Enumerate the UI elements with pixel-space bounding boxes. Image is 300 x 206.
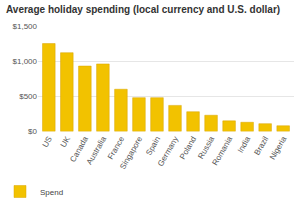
svg-text:India: India <box>236 134 253 154</box>
svg-text:Canada: Canada <box>68 134 90 163</box>
svg-text:Poland: Poland <box>178 135 198 161</box>
svg-text:Average holiday spending (loca: Average holiday spending (local currency… <box>6 4 280 15</box>
svg-text:Russia: Russia <box>196 134 216 160</box>
svg-text:Romania: Romania <box>210 134 234 167</box>
svg-text:Australia: Australia <box>85 134 109 166</box>
svg-text:Brazil: Brazil <box>253 135 271 157</box>
svg-text:$0: $0 <box>28 127 37 136</box>
svg-text:$500: $500 <box>19 92 37 101</box>
svg-text:Germany: Germany <box>156 135 180 168</box>
svg-text:US: US <box>41 135 54 149</box>
svg-text:UK: UK <box>59 134 73 149</box>
svg-text:$1,000: $1,000 <box>13 57 38 66</box>
svg-text:Singapore: Singapore <box>118 134 144 171</box>
svg-text:Nigeria: Nigeria <box>268 134 289 161</box>
svg-text:$1,500: $1,500 <box>13 22 38 31</box>
svg-text:Spend: Spend <box>40 188 63 197</box>
svg-text:Spain: Spain <box>144 135 162 157</box>
svg-text:France: France <box>106 134 127 161</box>
